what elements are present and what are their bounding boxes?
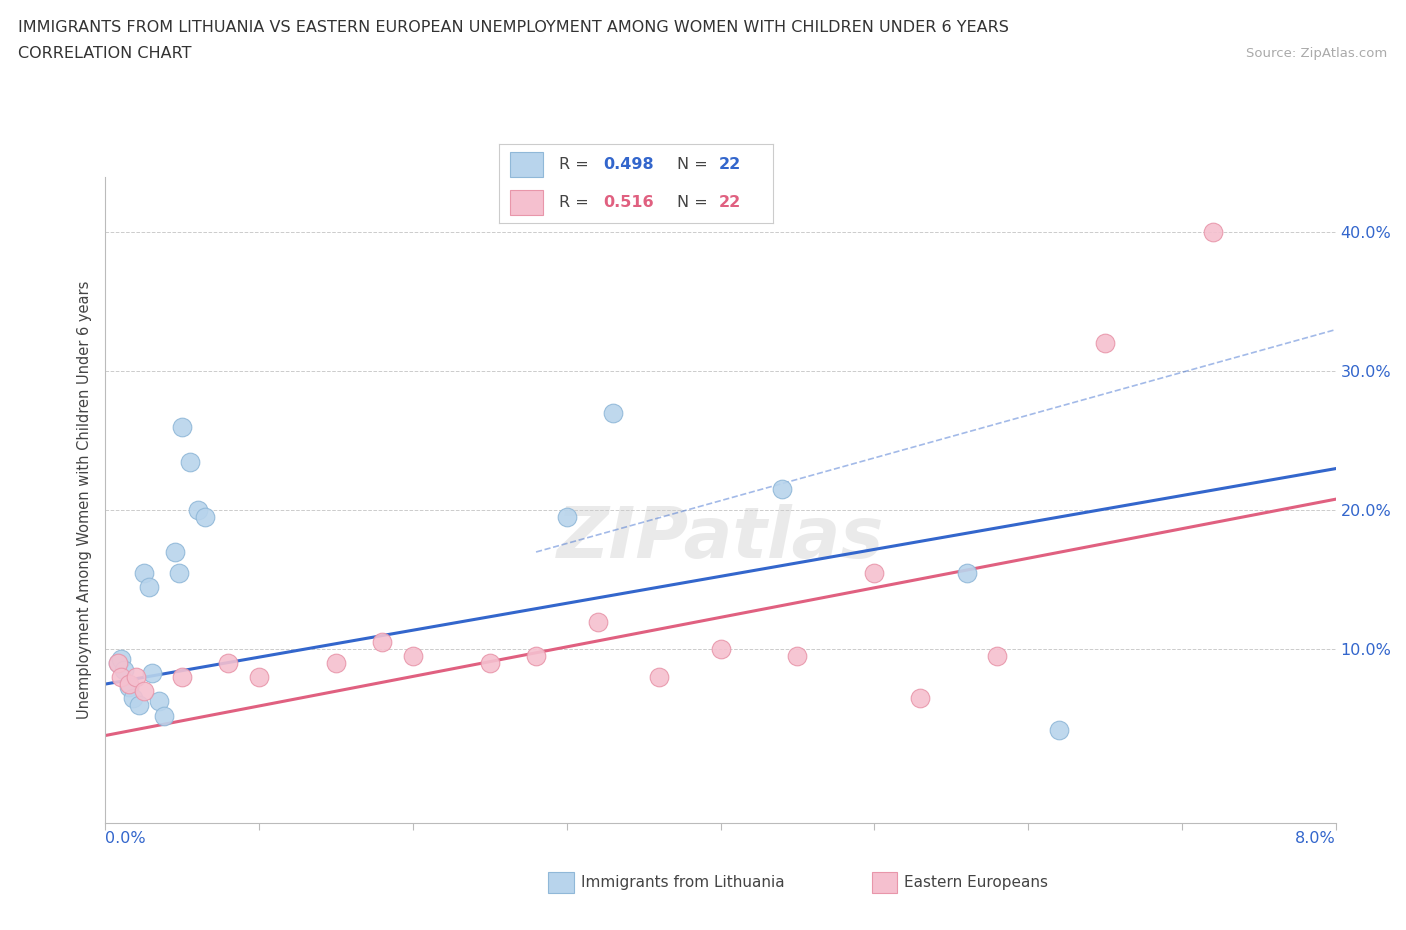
Point <box>956 565 979 580</box>
Point <box>132 565 155 580</box>
Point <box>117 677 139 692</box>
Point <box>187 503 209 518</box>
Point <box>110 670 132 684</box>
Point <box>478 656 501 671</box>
Point <box>141 666 163 681</box>
Text: Source: ZipAtlas.com: Source: ZipAtlas.com <box>1247 46 1388 60</box>
Text: N =: N = <box>678 157 713 172</box>
Point <box>172 670 194 684</box>
Point <box>910 690 932 705</box>
Point <box>163 545 186 560</box>
Point <box>524 649 547 664</box>
Point <box>172 419 194 434</box>
Point <box>128 698 150 712</box>
Point <box>122 690 145 705</box>
Text: CORRELATION CHART: CORRELATION CHART <box>18 46 191 61</box>
Point <box>107 656 129 671</box>
Bar <box>510 190 543 216</box>
Text: 0.0%: 0.0% <box>105 831 146 846</box>
Point <box>325 656 347 671</box>
Point <box>586 614 609 629</box>
Point <box>112 663 135 678</box>
Text: 22: 22 <box>718 195 741 210</box>
Point <box>138 579 160 594</box>
Text: IMMIGRANTS FROM LITHUANIA VS EASTERN EUROPEAN UNEMPLOYMENT AMONG WOMEN WITH CHIL: IMMIGRANTS FROM LITHUANIA VS EASTERN EUR… <box>18 20 1010 35</box>
Point <box>1201 225 1223 240</box>
Text: Eastern Europeans: Eastern Europeans <box>904 875 1047 890</box>
Text: 0.516: 0.516 <box>603 195 654 210</box>
Point <box>110 652 132 667</box>
Point <box>770 482 793 497</box>
Point <box>555 510 578 525</box>
Point <box>710 642 733 657</box>
Point <box>1047 723 1070 737</box>
Point <box>117 680 139 695</box>
Point <box>125 670 148 684</box>
Point <box>371 635 394 650</box>
Point <box>107 656 129 671</box>
Point <box>648 670 671 684</box>
Point <box>169 565 191 580</box>
Point <box>194 510 217 525</box>
Text: 0.498: 0.498 <box>603 157 654 172</box>
Point <box>863 565 886 580</box>
Point <box>602 405 624 420</box>
Point <box>218 656 240 671</box>
Point <box>148 693 170 708</box>
Y-axis label: Unemployment Among Women with Children Under 6 years: Unemployment Among Women with Children U… <box>77 281 93 719</box>
Point <box>986 649 1008 664</box>
Text: Immigrants from Lithuania: Immigrants from Lithuania <box>581 875 785 890</box>
Point <box>786 649 808 664</box>
Point <box>1094 336 1116 351</box>
Point <box>132 684 155 698</box>
Text: ZIPatlas: ZIPatlas <box>557 504 884 573</box>
Text: R =: R = <box>560 157 595 172</box>
Point <box>247 670 270 684</box>
Text: N =: N = <box>678 195 713 210</box>
Point <box>179 454 201 469</box>
Point <box>402 649 425 664</box>
Text: R =: R = <box>560 195 595 210</box>
Bar <box>510 153 543 178</box>
Text: 8.0%: 8.0% <box>1295 831 1336 846</box>
Point <box>153 709 176 724</box>
Text: 22: 22 <box>718 157 741 172</box>
